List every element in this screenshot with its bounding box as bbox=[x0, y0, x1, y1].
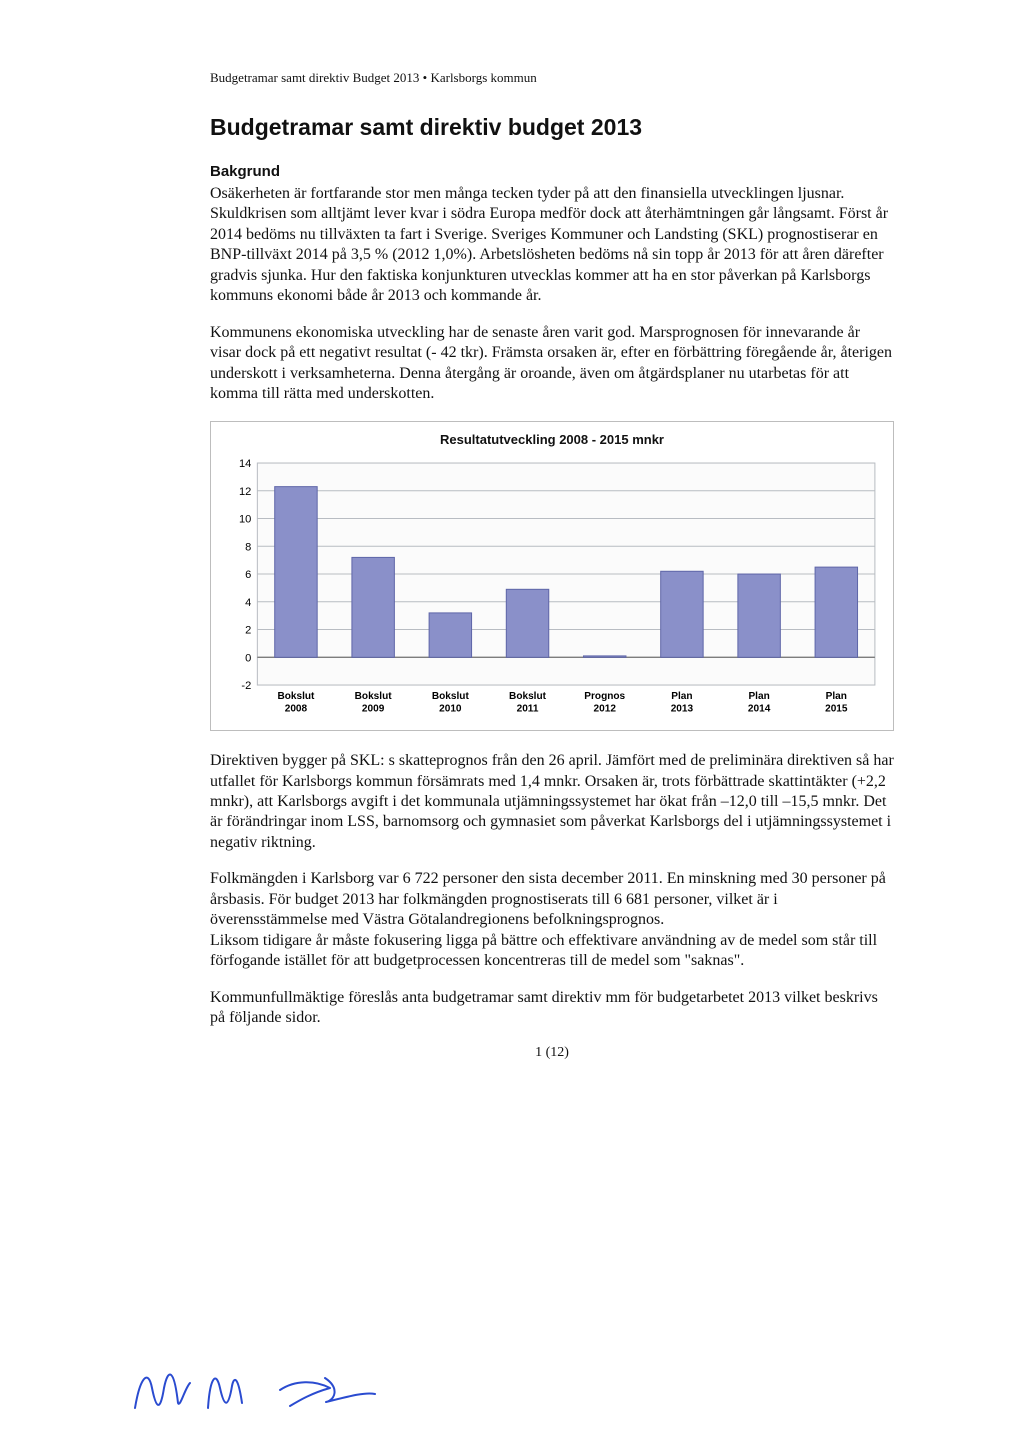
page-number: 1 (12) bbox=[210, 1045, 894, 1061]
svg-text:2: 2 bbox=[245, 624, 251, 636]
svg-text:0: 0 bbox=[245, 652, 251, 664]
chart-container: Resultatutveckling 2008 - 2015 mnkr -2 0 2… bbox=[210, 421, 894, 731]
svg-text:6: 6 bbox=[245, 569, 251, 581]
paragraph-5: Kommunfullmäktige föreslås anta budgetra… bbox=[210, 988, 894, 1029]
svg-text:2010: 2010 bbox=[439, 703, 462, 714]
svg-text:-2: -2 bbox=[241, 680, 251, 692]
chart-title: Resultatutveckling 2008 - 2015 mnkr bbox=[219, 432, 885, 447]
page-title: Budgetramar samt direktiv budget 2013 bbox=[210, 114, 894, 141]
svg-text:8: 8 bbox=[245, 541, 251, 553]
svg-text:12: 12 bbox=[239, 486, 251, 498]
svg-text:Bokslut: Bokslut bbox=[432, 691, 470, 702]
svg-text:4: 4 bbox=[245, 597, 251, 609]
svg-text:2014: 2014 bbox=[748, 703, 771, 714]
svg-text:Bokslut: Bokslut bbox=[277, 691, 315, 702]
paragraph-4: Folkmängden i Karlsborg var 6 722 person… bbox=[210, 869, 894, 971]
svg-text:Plan: Plan bbox=[671, 691, 692, 702]
svg-text:Plan: Plan bbox=[826, 691, 847, 702]
running-header: Budgetramar samt direktiv Budget 2013 • … bbox=[210, 70, 894, 86]
svg-text:2015: 2015 bbox=[825, 703, 848, 714]
svg-text:Bokslut: Bokslut bbox=[355, 691, 393, 702]
svg-text:2011: 2011 bbox=[517, 703, 539, 714]
bar-chart: -202468101214Bokslut2008Bokslut2009Boksl… bbox=[219, 457, 885, 719]
svg-text:Bokslut: Bokslut bbox=[509, 691, 547, 702]
svg-text:Plan: Plan bbox=[748, 691, 769, 702]
section-heading-bakgrund: Bakgrund bbox=[210, 163, 894, 180]
svg-text:2013: 2013 bbox=[671, 703, 694, 714]
svg-text:Prognos: Prognos bbox=[584, 691, 625, 702]
paragraph-1: Osäkerheten är fortfarande stor men mång… bbox=[210, 184, 894, 307]
svg-text:10: 10 bbox=[239, 513, 251, 525]
paragraph-3: Direktiven bygger på SKL: s skatteprogno… bbox=[210, 751, 894, 853]
svg-text:14: 14 bbox=[239, 458, 251, 470]
svg-text:2009: 2009 bbox=[362, 703, 385, 714]
svg-text:2012: 2012 bbox=[594, 703, 617, 714]
handwritten-signature bbox=[130, 1358, 430, 1418]
svg-text:2008: 2008 bbox=[285, 703, 308, 714]
paragraph-2: Kommunens ekonomiska utveckling har de s… bbox=[210, 323, 894, 405]
document-page: Budgetramar samt direktiv Budget 2013 • … bbox=[0, 0, 1024, 1448]
